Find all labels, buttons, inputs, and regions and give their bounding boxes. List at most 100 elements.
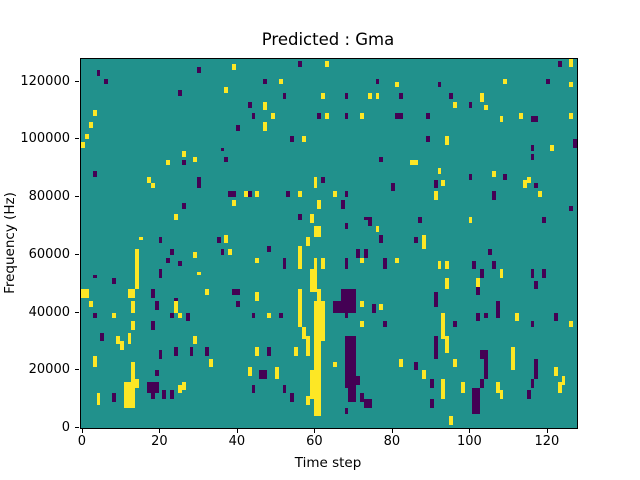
heatmap-cell <box>174 347 178 356</box>
heatmap-cell <box>480 378 484 388</box>
heatmap-cell <box>146 176 151 183</box>
heatmap-cell <box>224 156 229 163</box>
heatmap-cell <box>88 300 93 307</box>
heatmap-cell <box>561 376 566 385</box>
heatmap-cell <box>278 312 283 319</box>
heatmap-cell <box>139 237 143 241</box>
heatmap-cell <box>383 321 388 327</box>
heatmap-cell <box>433 191 438 200</box>
heatmap-cell <box>119 341 124 351</box>
heatmap-cell <box>340 199 345 209</box>
heatmap-cell <box>542 217 546 224</box>
heatmap-cell <box>569 321 574 327</box>
x-tick-label: 80 <box>383 434 401 449</box>
heatmap-cell <box>546 78 550 85</box>
heatmap-cell <box>232 289 240 296</box>
heatmap-cell <box>313 176 318 183</box>
heatmap-cell <box>491 191 496 200</box>
heatmap-cell <box>317 113 322 120</box>
heatmap-cell <box>263 122 267 131</box>
heatmap-cell <box>344 257 349 270</box>
heatmap-cell <box>569 81 574 88</box>
heatmap-cell <box>472 260 477 270</box>
y-tick-label: 60000 <box>28 246 70 262</box>
heatmap-cell <box>267 312 271 319</box>
heatmap-cell <box>251 113 256 120</box>
heatmap-cell <box>170 312 174 319</box>
heatmap-cell <box>484 358 488 379</box>
heatmap-cell <box>154 300 159 310</box>
heatmap-cell <box>150 289 155 299</box>
heatmap-cell <box>445 335 450 353</box>
heatmap-cell <box>495 381 500 394</box>
x-tick-mark <box>81 428 83 433</box>
y-tick-label: 20000 <box>28 362 70 378</box>
heatmap-cell <box>530 269 535 278</box>
heatmap-cell <box>379 156 384 163</box>
heatmap-cell <box>177 90 182 97</box>
heatmap-cell <box>445 277 450 290</box>
heatmap-cell <box>522 179 527 189</box>
heatmap-cell <box>135 378 140 388</box>
heatmap-cell <box>317 199 322 209</box>
heatmap-cell <box>301 326 306 339</box>
heatmap-cell <box>433 335 438 359</box>
heatmap-cell <box>181 202 186 209</box>
heatmap-cell <box>88 122 93 128</box>
plot-area <box>80 57 578 429</box>
heatmap-cell <box>158 237 163 244</box>
heatmap-cell <box>298 289 302 327</box>
heatmap-cell <box>247 101 252 108</box>
y-tick-mark <box>75 80 79 82</box>
heatmap-cell <box>313 257 318 270</box>
heatmap-cell <box>232 64 236 71</box>
heatmap-cell <box>185 312 190 322</box>
heatmap-cell <box>189 347 194 356</box>
heatmap-cell <box>220 249 225 255</box>
heatmap-cell <box>96 70 101 76</box>
y-tick-label: 100000 <box>20 131 70 147</box>
heatmap-cell <box>476 277 481 287</box>
heatmap-cell <box>557 381 562 394</box>
heatmap-cell <box>294 347 298 356</box>
heatmap-cell <box>92 312 97 319</box>
heatmap-cell <box>367 217 372 226</box>
heatmap-cell <box>526 390 531 400</box>
heatmap-cell <box>553 367 558 377</box>
heatmap-cell <box>499 116 504 122</box>
heatmap-cell <box>243 191 248 198</box>
heatmap-cell <box>131 300 136 313</box>
heatmap-cell <box>503 173 508 180</box>
heatmap-cell <box>123 381 136 408</box>
heatmap-cell <box>259 370 267 379</box>
y-tick-mark <box>75 196 79 198</box>
heatmap-cell <box>325 113 329 120</box>
heatmap-cell <box>181 150 186 157</box>
heatmap-cell <box>174 300 178 313</box>
heatmap-cell <box>445 260 450 270</box>
heatmap-cell <box>92 171 97 177</box>
heatmap-cell <box>363 217 368 221</box>
heatmap-cell <box>538 191 543 198</box>
heatmap-cell <box>197 272 202 275</box>
heatmap-cell <box>526 176 531 183</box>
heatmap-cell <box>174 214 178 221</box>
heatmap-cell <box>112 393 116 403</box>
heatmap-cell <box>267 347 271 356</box>
heatmap-cell <box>150 321 155 330</box>
heatmap-cell <box>375 93 380 99</box>
heatmap-cell <box>553 312 558 322</box>
heatmap-cell <box>92 355 97 368</box>
heatmap-cell <box>418 217 422 224</box>
heatmap-cell <box>193 335 198 345</box>
heatmap-cell <box>569 113 574 120</box>
heatmap-cell <box>127 289 136 299</box>
heatmap-cell <box>449 93 453 99</box>
heatmap-cell <box>112 312 116 319</box>
heatmap-cell <box>425 136 430 143</box>
y-tick-label: 40000 <box>28 304 70 320</box>
heatmap-cell <box>534 358 539 379</box>
heatmap-cell <box>321 257 326 270</box>
heatmap-cell <box>487 249 492 255</box>
